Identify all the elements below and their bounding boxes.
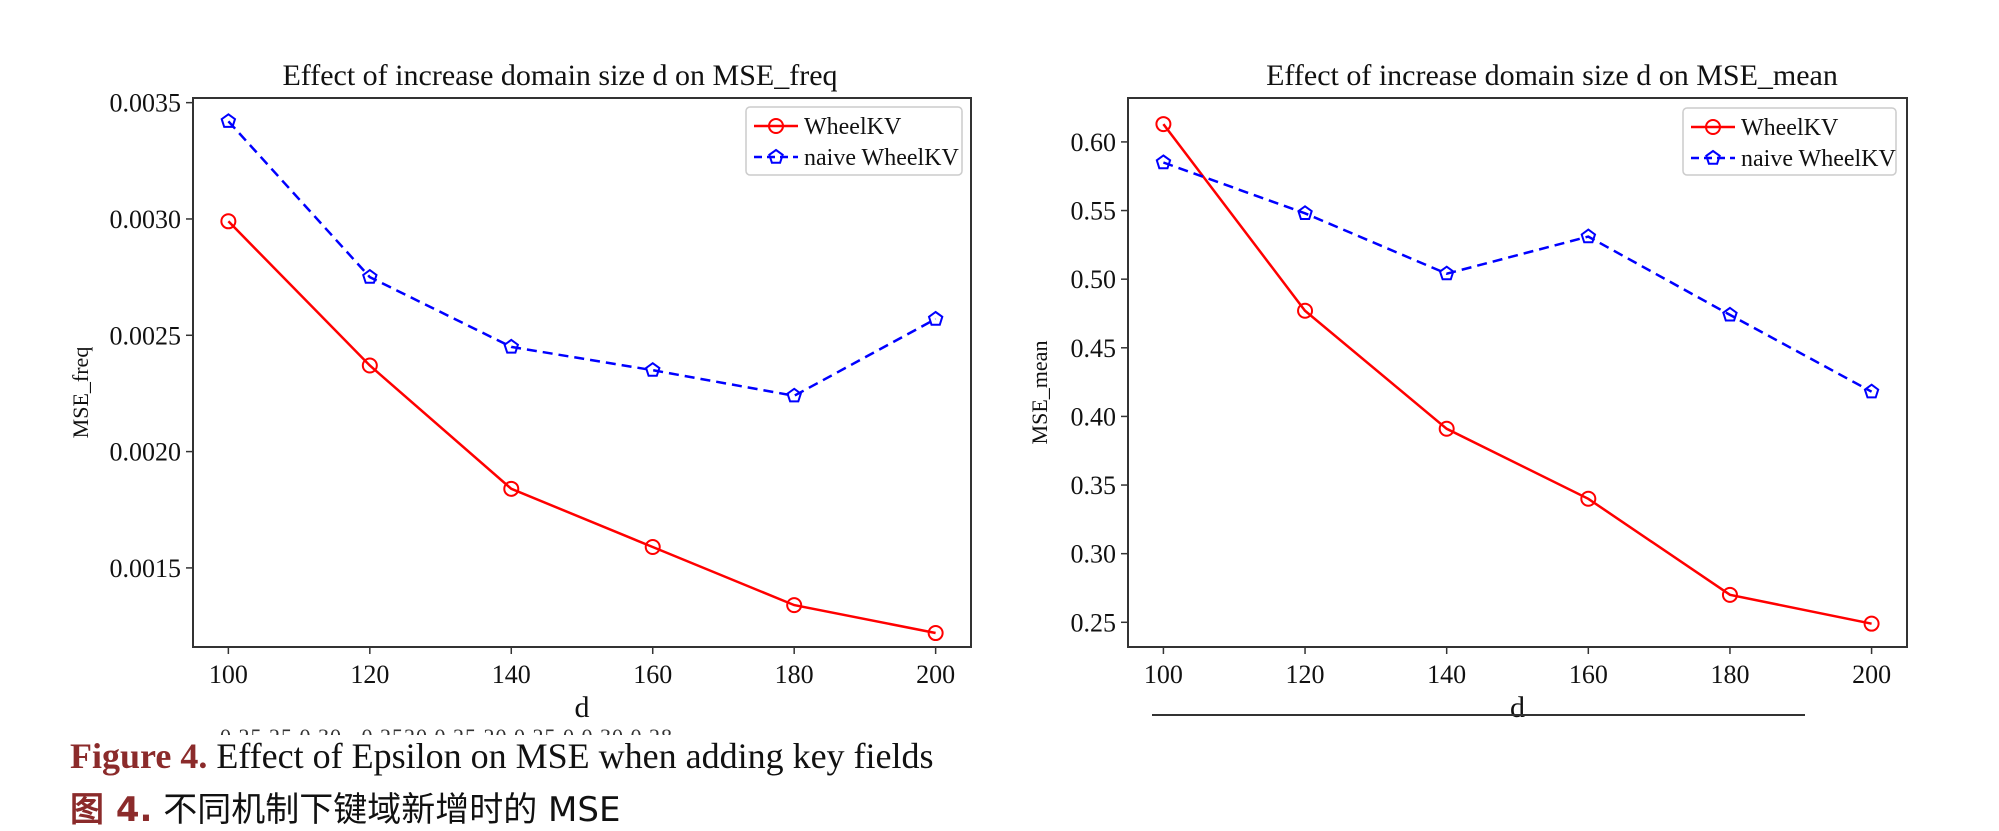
- figure: Effect of increase domain size d on MSE_…: [68, 59, 1908, 830]
- data-point: [786, 387, 802, 403]
- figure-caption-text-zh: 不同机制下键域新增时的 MSE: [152, 790, 621, 830]
- chart-mse-mean: Effect of increase domain size d on MSE_…: [1027, 59, 1908, 724]
- y-tick-label: 0.0030: [110, 205, 182, 234]
- y-tick-label: 0.45: [1071, 334, 1117, 363]
- data-point: [1438, 420, 1455, 437]
- data-point: [1438, 265, 1455, 281]
- chart-title: Effect of increase domain size d on MSE_…: [282, 59, 837, 92]
- circle-marker-icon: [768, 118, 784, 134]
- data-point: [1155, 116, 1172, 133]
- x-axis-label: d: [1510, 691, 1525, 724]
- series-wheelkv: [220, 213, 944, 642]
- legend-label: naive WheelKV: [1741, 146, 1896, 172]
- legend-label: WheelKV: [1741, 115, 1839, 141]
- y-tick-label: 0.25: [1071, 608, 1117, 637]
- x-tick-label: 180: [775, 660, 814, 689]
- x-tick-label: 160: [633, 660, 672, 689]
- legend-label: WheelKV: [804, 114, 902, 140]
- y-tick-label: 0.60: [1071, 128, 1117, 157]
- legend-item: naive WheelKV: [1691, 146, 1896, 172]
- data-point: [361, 357, 378, 374]
- figure-caption-text-en: Effect of Epsilon on MSE when adding key…: [207, 736, 934, 776]
- y-tick-label: 0.0035: [110, 89, 182, 118]
- y-axis-label: MSE_mean: [1027, 341, 1052, 445]
- legend-item: WheelKV: [754, 114, 902, 140]
- legend: WheelKV naive WheelKV: [1682, 107, 1897, 176]
- data-point: [1863, 383, 1880, 399]
- figure-caption-en: Figure 4. Effect of Epsilon on MSE when …: [70, 735, 934, 777]
- y-tick-label: 0.40: [1071, 402, 1117, 431]
- y-tick-label: 0.0020: [110, 438, 182, 467]
- legend-label: naive WheelKV: [804, 145, 959, 171]
- data-point: [362, 268, 378, 284]
- data-point: [220, 113, 237, 128]
- x-axis-label: d: [575, 691, 590, 724]
- x-tick-label: 200: [1852, 660, 1891, 689]
- data-point: [1721, 586, 1738, 603]
- data-point: [1297, 205, 1313, 220]
- data-point: [644, 361, 661, 377]
- y-tick-label: 0.0015: [110, 554, 182, 583]
- x-tick-label: 120: [350, 660, 389, 689]
- data-point: [1297, 302, 1314, 319]
- x-tick-label: 160: [1569, 660, 1608, 689]
- data-point: [1863, 615, 1880, 632]
- series-line: [1162, 161, 1873, 393]
- y-tick-label: 0.0025: [110, 321, 182, 350]
- x-tick-label: 100: [1144, 660, 1183, 689]
- figure-label-en: Figure 4.: [70, 736, 208, 776]
- horizontal-rule: [1152, 714, 1805, 716]
- chart-mse-freq: Effect of increase domain size d on MSE_…: [68, 59, 972, 724]
- pentagon-marker-icon: [768, 148, 784, 164]
- legend-item: WheelKV: [1691, 115, 1839, 141]
- data-point: [644, 538, 661, 555]
- data-point: [1580, 490, 1597, 507]
- data-point: [503, 480, 520, 497]
- x-tick-label: 120: [1286, 660, 1325, 689]
- y-tick-label: 0.30: [1071, 540, 1117, 569]
- data-point: [220, 213, 237, 230]
- y-tick-label: 0.35: [1071, 471, 1117, 500]
- plot-area: [192, 97, 972, 648]
- series-line: [227, 120, 937, 398]
- chart-title: Effect of increase domain size d on MSE_…: [1266, 59, 1838, 92]
- figure-label-zh: 图 4.: [70, 790, 153, 830]
- y-tick-label: 0.55: [1071, 197, 1117, 226]
- x-tick-label: 140: [492, 660, 531, 689]
- series-line: [227, 220, 936, 635]
- data-point: [1155, 154, 1172, 170]
- series-line: [1162, 123, 1872, 625]
- plot-area: [1127, 97, 1908, 648]
- series-wheelkv: [1155, 116, 1880, 632]
- data-point: [786, 597, 803, 614]
- data-point: [1722, 306, 1738, 322]
- legend: WheelKV naive WheelKV: [745, 106, 963, 176]
- x-tick-label: 140: [1427, 660, 1466, 689]
- x-tick-label: 200: [916, 660, 955, 689]
- circle-marker-icon: [1705, 119, 1721, 135]
- legend-box: [745, 106, 963, 176]
- legend-box: [1682, 107, 1897, 176]
- figure-svg: Effect of increase domain size d on MSE_…: [68, 59, 1908, 724]
- y-axis-label: MSE_freq: [68, 347, 93, 439]
- y-tick-label: 0.50: [1071, 265, 1117, 294]
- clipped-text-fragments: 0.25 25 0.30 . 0.2520 0.25 20 0.25 0 0.3…: [220, 724, 673, 735]
- series-naive-wheelkv: [1155, 154, 1880, 399]
- x-tick-label: 100: [209, 660, 248, 689]
- series-naive-wheelkv: [220, 113, 944, 403]
- figure-caption-zh: 图 4. 不同机制下键域新增时的 MSE: [70, 782, 620, 831]
- data-point: [503, 338, 520, 354]
- data-point: [1580, 228, 1597, 244]
- x-tick-label: 180: [1710, 660, 1749, 689]
- pentagon-marker-icon: [1705, 149, 1721, 165]
- data-point: [927, 310, 944, 326]
- legend-item: naive WheelKV: [754, 145, 959, 171]
- data-point: [927, 625, 944, 642]
